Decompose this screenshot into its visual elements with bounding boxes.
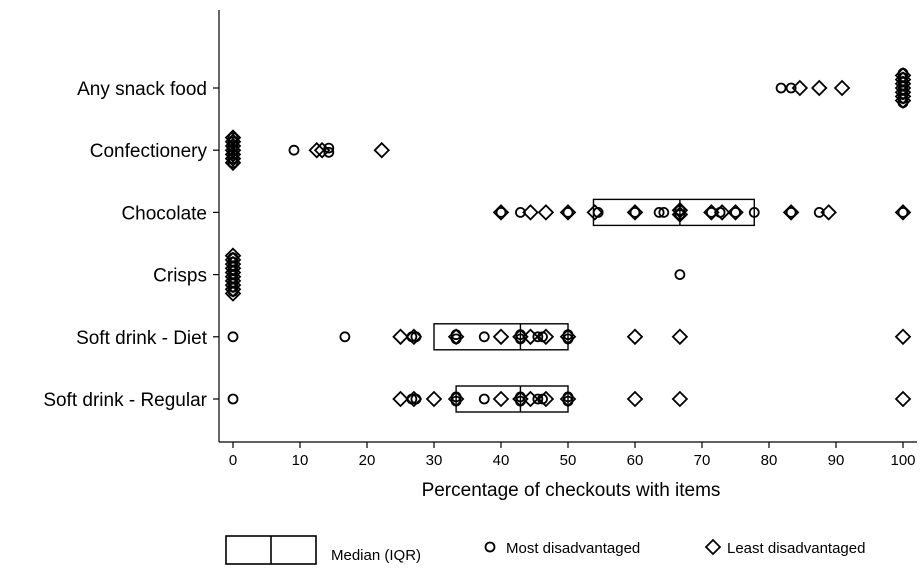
x-tick-label: 50 xyxy=(560,452,577,469)
data-point-least-disadvantaged xyxy=(673,392,687,406)
data-point-least-disadvantaged xyxy=(394,392,408,406)
data-point-most-disadvantaged xyxy=(787,84,796,93)
data-point-least-disadvantaged xyxy=(835,81,849,95)
category-label: Any snack food xyxy=(77,79,207,100)
x-tick-label: 0 xyxy=(229,452,237,469)
data-point-least-disadvantaged xyxy=(628,392,642,406)
iqr-box xyxy=(456,386,568,412)
x-tick-label: 90 xyxy=(828,452,845,469)
data-point-most-disadvantaged xyxy=(716,208,725,217)
x-tick-label: 40 xyxy=(493,452,510,469)
data-point-most-disadvantaged xyxy=(229,332,238,341)
category-label: Confectionery xyxy=(90,141,208,162)
x-tick-label: 10 xyxy=(292,452,309,469)
data-point-least-disadvantaged xyxy=(673,330,687,344)
data-point-most-disadvantaged xyxy=(777,84,786,93)
data-point-most-disadvantaged xyxy=(480,332,489,341)
legend: Median (IQR) Most disadvantaged Least di… xyxy=(226,536,865,564)
data-point-least-disadvantaged xyxy=(523,392,537,406)
category-label: Chocolate xyxy=(121,203,207,224)
data-point-most-disadvantaged xyxy=(340,332,349,341)
data-point-least-disadvantaged xyxy=(375,143,389,157)
data-point-least-disadvantaged xyxy=(394,330,408,344)
data-point-least-disadvantaged xyxy=(427,392,441,406)
data-point-most-disadvantaged xyxy=(289,146,298,155)
legend-most-label: Most disadvantaged xyxy=(506,540,640,557)
data-point-least-disadvantaged xyxy=(494,330,508,344)
data-point-most-disadvantaged xyxy=(675,270,684,279)
data-point-least-disadvantaged xyxy=(628,330,642,344)
category-label: Soft drink - Regular xyxy=(43,390,207,411)
x-tick-label: 20 xyxy=(359,452,376,469)
legend-least-label: Least disadvantaged xyxy=(727,540,865,557)
data-point-most-disadvantaged xyxy=(229,395,238,404)
legend-diamond-marker xyxy=(706,540,720,554)
x-tick-label: 60 xyxy=(627,452,644,469)
x-axis-label: Percentage of checkouts with items xyxy=(422,480,721,501)
legend-box-label: Median (IQR) xyxy=(331,547,421,564)
data-point-least-disadvantaged xyxy=(310,143,324,157)
category-label: Crisps xyxy=(153,266,207,287)
data-point-least-disadvantaged xyxy=(539,205,553,219)
category-label: Soft drink - Diet xyxy=(76,328,208,349)
data-point-least-disadvantaged xyxy=(315,143,329,157)
data-point-least-disadvantaged xyxy=(896,392,910,406)
x-tick-label: 100 xyxy=(890,452,915,469)
x-tick-label: 80 xyxy=(761,452,778,469)
iqr-boxes xyxy=(434,199,754,412)
x-tick-label: 30 xyxy=(426,452,443,469)
data-point-least-disadvantaged xyxy=(494,392,508,406)
legend-circle-marker xyxy=(486,543,495,552)
data-point-least-disadvantaged xyxy=(896,330,910,344)
x-tick-label: 70 xyxy=(694,452,711,469)
data-markers xyxy=(226,68,910,406)
data-point-least-disadvantaged xyxy=(523,330,537,344)
data-point-least-disadvantaged xyxy=(812,81,826,95)
data-point-most-disadvantaged xyxy=(480,395,489,404)
